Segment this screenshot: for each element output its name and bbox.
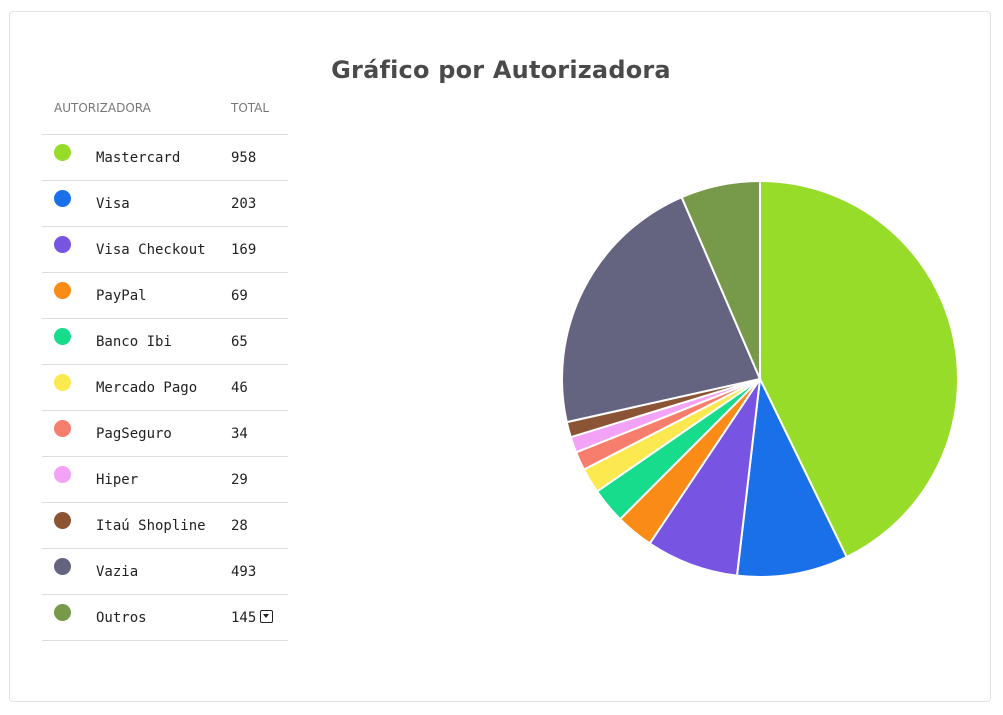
legend-label-pagseguro: PagSeguro — [96, 410, 231, 457]
legend-total-itau-shopline: 28 — [231, 502, 288, 549]
legend-table: AUTORIZADORA TOTAL Mastercard 958 Visa 2… — [42, 101, 288, 641]
legend-dot-banco-ibi — [54, 328, 71, 345]
legend-total-vazia: 493 — [231, 548, 288, 595]
legend-dot-paypal — [54, 282, 71, 299]
legend-row: Itaú Shopline 28 — [42, 502, 288, 549]
legend-label-hiper: Hiper — [96, 456, 231, 503]
legend-dot-visa-checkout — [54, 236, 71, 253]
legend-total-paypal: 69 — [231, 272, 288, 319]
pie-slices — [561, 180, 959, 578]
legend-dot-pagseguro — [54, 420, 71, 437]
legend-dot-vazia — [54, 558, 71, 575]
legend-total-pagseguro: 34 — [231, 410, 288, 457]
chart-title: Gráfico por Autorizadora — [331, 56, 671, 84]
legend-label-mercado-pago: Mercado Pago — [96, 364, 231, 411]
legend-row: PagSeguro 34 — [42, 410, 288, 457]
legend-label-visa: Visa — [96, 180, 231, 227]
pie-slice-visa[interactable] — [735, 378, 848, 578]
legend-dot-mercado-pago — [54, 374, 71, 391]
legend-row: Visa 203 — [42, 180, 288, 227]
legend-dot-hiper — [54, 466, 71, 483]
legend-row: Banco Ibi 65 — [42, 318, 288, 365]
legend-dot-outros — [54, 604, 71, 621]
legend-label-vazia: Vazia — [96, 548, 231, 595]
pie-chart — [561, 180, 959, 578]
legend-header-row: AUTORIZADORA TOTAL — [42, 101, 288, 135]
pie-slice-outros[interactable] — [680, 180, 761, 380]
legend-total-outros-cell: 145 — [231, 594, 288, 641]
pie-slice-vazia[interactable] — [561, 196, 761, 424]
legend-row: Vazia 493 — [42, 548, 288, 595]
legend-total-visa: 203 — [231, 180, 288, 227]
header-autorizadora: AUTORIZADORA — [42, 101, 231, 135]
legend-dot-visa — [54, 190, 71, 207]
legend-row: Hiper 29 — [42, 456, 288, 503]
chart-card: Gráfico por Autorizadora AUTORIZADORA TO… — [9, 11, 991, 702]
legend-dot-itau-shopline — [54, 512, 71, 529]
legend-total-banco-ibi: 65 — [231, 318, 288, 365]
legend-label-visa-checkout: Visa Checkout — [96, 226, 231, 273]
caret-down-square-icon[interactable] — [260, 610, 274, 623]
legend-row: Outros 145 — [42, 594, 288, 641]
pie-slice-mastercard[interactable] — [759, 180, 959, 559]
legend-label-mastercard: Mastercard — [96, 134, 231, 181]
legend-total-visa-checkout: 169 — [231, 226, 288, 273]
legend-row: Mercado Pago 46 — [42, 364, 288, 411]
legend-row: Mastercard 958 — [42, 134, 288, 181]
legend-total-outros: 145 — [231, 610, 257, 626]
legend-label-outros: Outros — [96, 594, 231, 641]
legend-total-mastercard: 958 — [231, 134, 288, 181]
legend-label-itau-shopline: Itaú Shopline — [96, 502, 231, 549]
legend-label-banco-ibi: Banco Ibi — [96, 318, 231, 365]
legend-row: PayPal 69 — [42, 272, 288, 319]
pie-slice-visa-checkout[interactable] — [648, 378, 761, 577]
legend-row: Visa Checkout 169 — [42, 226, 288, 273]
legend-total-hiper: 29 — [231, 456, 288, 503]
header-total: TOTAL — [231, 101, 288, 135]
legend-dot-mastercard — [54, 144, 71, 161]
legend-total-mercado-pago: 46 — [231, 364, 288, 411]
legend-label-paypal: PayPal — [96, 272, 231, 319]
